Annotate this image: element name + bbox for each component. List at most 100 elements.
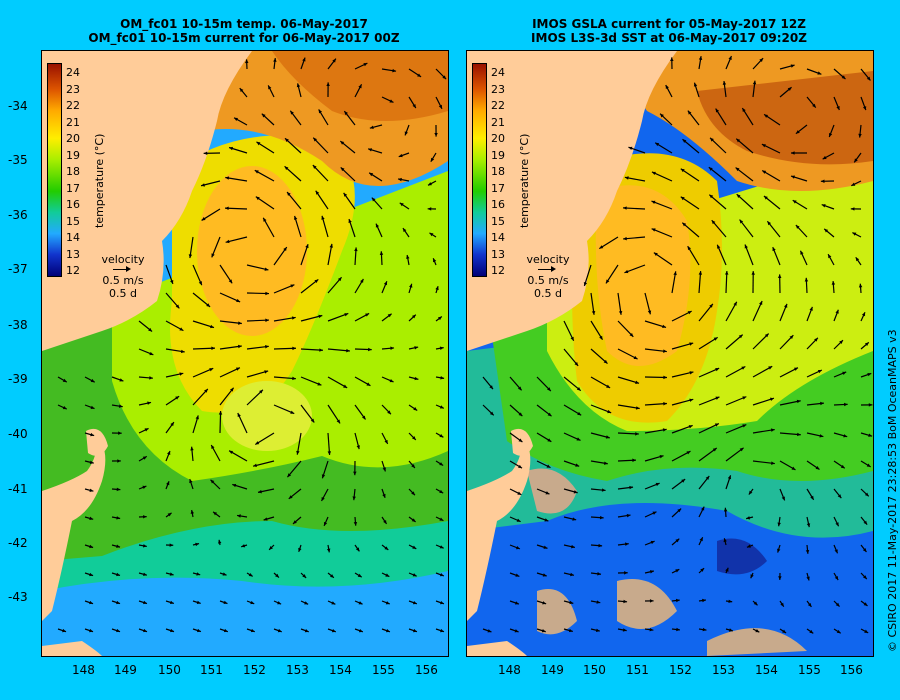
current-vector-arrowhead-icon: [659, 455, 664, 459]
current-vector-arrowhead-icon: [439, 517, 444, 521]
current-vector-arrowhead-icon: [724, 271, 729, 275]
current-vector-arrowhead-icon: [188, 254, 193, 259]
current-vector-arrowhead-icon: [863, 520, 868, 525]
current-vector-arrowhead-icon: [649, 570, 654, 574]
current-vector-arrowhead-icon: [142, 456, 147, 460]
current-vector-arrowhead-icon: [277, 628, 282, 633]
lon-label: 150: [158, 663, 181, 677]
current-vector-shaft: [671, 271, 677, 294]
current-vector-shaft: [725, 396, 747, 406]
current-vector-arrowhead-icon: [413, 628, 417, 633]
current-vector-arrowhead-icon: [595, 628, 600, 632]
colorbar-label: 12: [491, 264, 505, 277]
current-vector-arrowhead-icon: [432, 258, 437, 263]
current-vector-shaft: [725, 334, 744, 350]
current-vector-arrowhead-icon: [868, 403, 873, 407]
current-vector-arrowhead-icon: [663, 402, 667, 406]
current-vector-arrowhead-icon: [777, 522, 781, 527]
current-vector-arrowhead-icon: [821, 204, 826, 208]
current-vector-arrowhead-icon: [715, 108, 720, 113]
current-vector-arrowhead-icon: [201, 183, 205, 187]
current-vector-arrowhead-icon: [624, 269, 629, 274]
colorbar-label: 22: [491, 99, 505, 112]
current-vector-shaft: [709, 137, 727, 154]
current-vector-shaft: [698, 367, 720, 378]
current-vector-arrowhead-icon: [385, 573, 390, 577]
current-vector-shaft: [624, 264, 646, 274]
current-vector-shaft: [192, 388, 209, 406]
current-vector-arrowhead-icon: [296, 450, 300, 455]
current-vector-shaft: [254, 432, 275, 446]
current-vector-arrowhead-icon: [780, 602, 784, 607]
current-vector-arrowhead-icon: [360, 278, 364, 283]
current-vector-shaft: [286, 191, 302, 210]
current-vector-arrowhead-icon: [354, 247, 358, 252]
current-vector-arrowhead-icon: [198, 281, 202, 286]
current-vector-arrowhead-icon: [662, 428, 667, 432]
current-vector-shaft: [617, 320, 634, 338]
current-vector-shaft: [219, 345, 242, 350]
current-vector-arrowhead-icon: [315, 190, 320, 195]
current-vector-arrowhead-icon: [517, 491, 522, 495]
current-vector-shaft: [671, 310, 692, 322]
current-vector-arrowhead-icon: [237, 344, 242, 349]
lon-label: 156: [840, 663, 863, 677]
current-vector-arrowhead-icon: [626, 513, 631, 518]
velocity-speed: 0.5 m/s: [102, 274, 144, 287]
current-vector-arrowhead-icon: [317, 382, 322, 386]
current-vector-arrowhead-icon: [385, 628, 390, 633]
current-vector-arrowhead-icon: [515, 573, 520, 577]
current-vector-shaft: [698, 271, 702, 294]
current-vector-arrowhead-icon: [735, 167, 740, 172]
velocity-label: velocity: [526, 253, 570, 266]
current-vector-shaft: [698, 336, 718, 350]
current-vector-arrowhead-icon: [440, 628, 444, 633]
current-vector-arrowhead-icon: [259, 389, 263, 394]
current-vector-arrowhead-icon: [546, 464, 551, 468]
colorbar-label: 13: [66, 248, 80, 261]
current-vector-shaft: [192, 264, 203, 286]
current-vector-arrowhead-icon: [365, 313, 370, 317]
current-vector-arrowhead-icon: [820, 179, 825, 183]
current-vector-shaft: [725, 301, 738, 322]
current-vector-arrowhead-icon: [390, 346, 395, 350]
current-vector-arrowhead-icon: [302, 57, 306, 62]
current-vector-arrowhead-icon: [867, 372, 872, 377]
lat-label: -39: [8, 372, 28, 386]
velocity-scale-arrow-icon: [96, 266, 150, 274]
current-vector-arrowhead-icon: [819, 434, 824, 438]
colorbar-label: 12: [66, 264, 80, 277]
current-vector-arrowhead-icon: [170, 422, 174, 427]
current-vector-shaft: [622, 207, 646, 210]
current-vector-arrowhead-icon: [689, 398, 694, 402]
current-vector-arrowhead-icon: [623, 599, 628, 604]
current-vector-shaft: [312, 164, 329, 182]
current-vector-arrowhead-icon: [284, 166, 289, 171]
current-vector-arrowhead-icon: [709, 194, 714, 199]
current-vector-arrowhead-icon: [119, 378, 124, 382]
current-vector-arrowhead-icon: [355, 547, 360, 552]
current-vector-shaft: [617, 404, 640, 410]
current-vector-arrowhead-icon: [784, 303, 788, 308]
current-vector-arrowhead-icon: [635, 406, 640, 410]
current-vector-arrowhead-icon: [852, 232, 857, 236]
current-vector-arrowhead-icon: [268, 85, 272, 90]
current-vector-arrowhead-icon: [812, 103, 816, 108]
current-vector-arrowhead-icon: [149, 376, 153, 380]
current-vector-arrowhead-icon: [190, 446, 194, 451]
tasmania-coast: [42, 431, 106, 621]
current-vector-arrowhead-icon: [835, 522, 839, 527]
current-vector-arrowhead-icon: [89, 488, 94, 492]
current-vector-arrowhead-icon: [206, 303, 211, 307]
current-vector-arrowhead-icon: [649, 627, 654, 632]
current-vector-shaft: [219, 292, 241, 303]
current-vector-arrowhead-icon: [868, 433, 873, 437]
current-vector-arrowhead-icon: [169, 543, 174, 547]
current-vector-arrowhead-icon: [843, 434, 848, 438]
current-vector-arrowhead-icon: [298, 547, 302, 552]
colorbar-label: 19: [491, 149, 505, 162]
current-vector-arrowhead-icon: [343, 192, 348, 197]
current-vector-arrowhead-icon: [253, 463, 257, 468]
current-vector-arrowhead-icon: [793, 367, 798, 371]
current-vector-arrowhead-icon: [606, 384, 611, 388]
